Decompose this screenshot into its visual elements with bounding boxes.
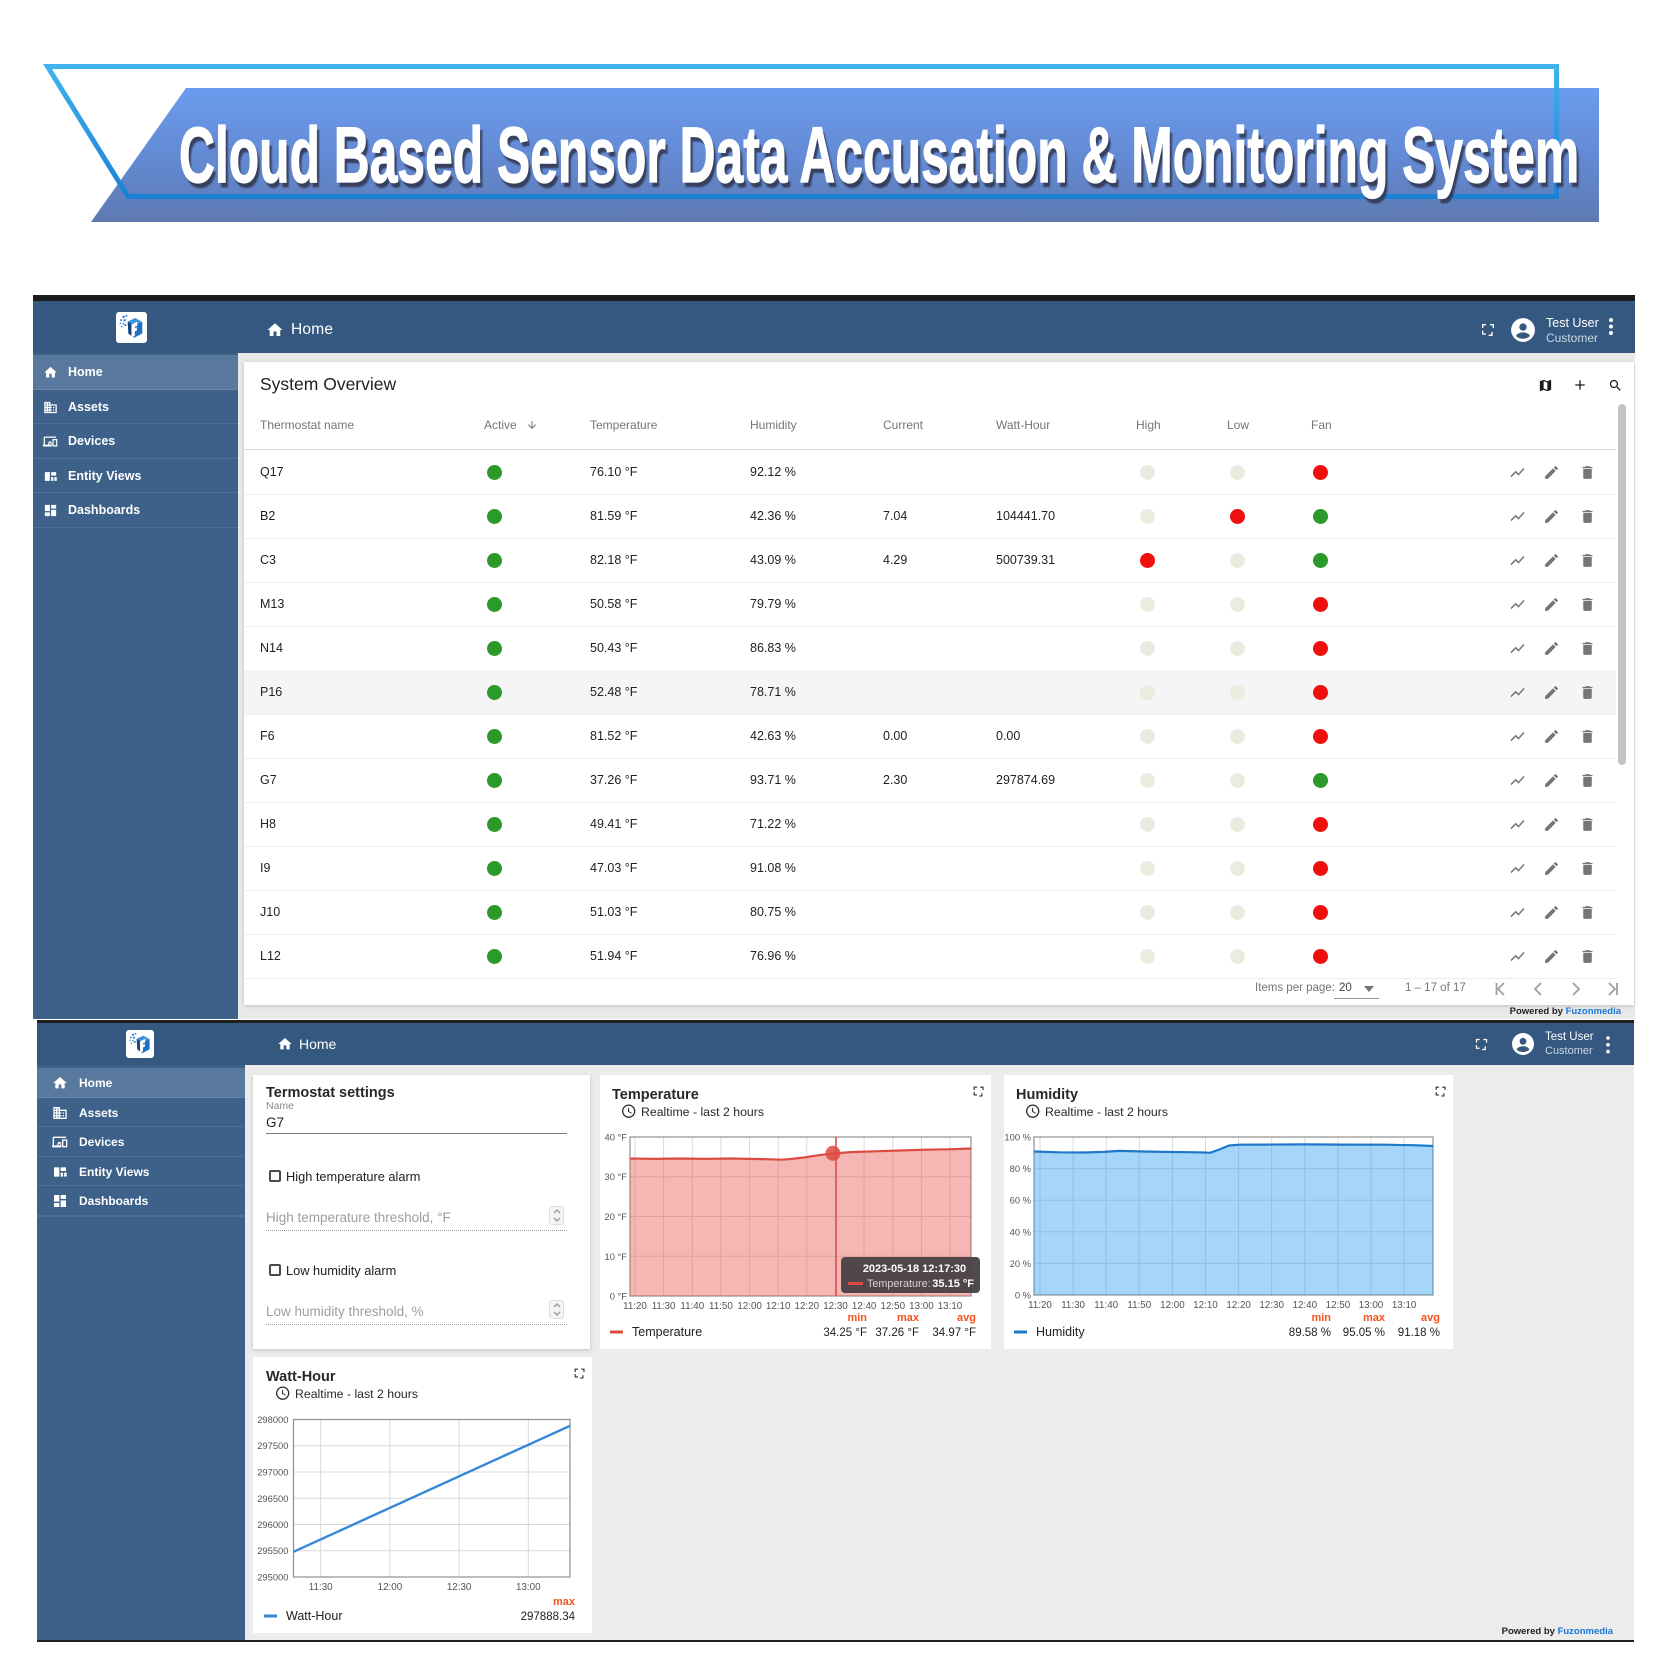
svg-text:34.97 °F: 34.97 °F xyxy=(932,1327,976,1339)
svg-text:11:40: 11:40 xyxy=(680,1301,704,1312)
svg-text:37.26 °F: 37.26 °F xyxy=(875,1327,919,1339)
svg-text:Realtime - last 2 hours: Realtime - last 2 hours xyxy=(1045,1105,1168,1119)
svg-text:12:00: 12:00 xyxy=(1160,1300,1185,1311)
svg-text:13:10: 13:10 xyxy=(938,1301,963,1312)
svg-text:12:20: 12:20 xyxy=(1226,1300,1251,1311)
svg-text:89.58 %: 89.58 % xyxy=(1289,1327,1331,1339)
svg-text:2023-05-18 12:17:30: 2023-05-18 12:17:30 xyxy=(863,1263,966,1275)
svg-text:295500: 295500 xyxy=(257,1545,288,1556)
svg-text:12:30: 12:30 xyxy=(823,1301,848,1312)
svg-text:max: max xyxy=(897,1312,920,1324)
svg-text:297500: 297500 xyxy=(257,1440,288,1451)
svg-text:296500: 296500 xyxy=(257,1493,288,1504)
svg-text:295000: 295000 xyxy=(257,1572,288,1583)
svg-text:Humidity: Humidity xyxy=(1016,1087,1078,1103)
svg-text:12:00: 12:00 xyxy=(378,1582,403,1593)
svg-text:Temperature: Temperature xyxy=(632,1325,702,1339)
svg-text:297000: 297000 xyxy=(257,1467,288,1478)
svg-text:13:10: 13:10 xyxy=(1392,1300,1417,1311)
svg-text:40 %: 40 % xyxy=(1010,1226,1031,1237)
svg-text:avg: avg xyxy=(957,1312,976,1324)
svg-text:min: min xyxy=(847,1312,867,1324)
svg-text:Watt-Hour: Watt-Hour xyxy=(266,1369,336,1385)
svg-text:60 %: 60 % xyxy=(1010,1195,1031,1206)
svg-text:298000: 298000 xyxy=(257,1414,288,1425)
svg-text:100 %: 100 % xyxy=(1004,1132,1031,1143)
svg-text:Realtime - last 2 hours: Realtime - last 2 hours xyxy=(295,1387,418,1401)
svg-text:0 %: 0 % xyxy=(1015,1290,1031,1301)
svg-text:10 °F: 10 °F xyxy=(604,1251,627,1262)
svg-text:min: min xyxy=(1311,1312,1331,1324)
svg-text:20 %: 20 % xyxy=(1010,1258,1031,1269)
svg-text:12:50: 12:50 xyxy=(1326,1300,1351,1311)
svg-text:12:30: 12:30 xyxy=(1259,1300,1284,1311)
svg-text:12:50: 12:50 xyxy=(881,1301,906,1312)
svg-text:11:20: 11:20 xyxy=(623,1301,647,1312)
svg-text:20 °F: 20 °F xyxy=(604,1211,627,1222)
svg-text:12:30: 12:30 xyxy=(447,1582,472,1593)
svg-text:34.25 °F: 34.25 °F xyxy=(823,1327,867,1339)
svg-text:13:00: 13:00 xyxy=(1359,1300,1384,1311)
svg-text:12:10: 12:10 xyxy=(766,1301,791,1312)
svg-text:12:10: 12:10 xyxy=(1193,1300,1218,1311)
svg-text:12:00: 12:00 xyxy=(737,1301,762,1312)
svg-text:11:30: 11:30 xyxy=(652,1301,676,1312)
svg-text:12:20: 12:20 xyxy=(795,1301,820,1312)
svg-text:11:20: 11:20 xyxy=(1028,1300,1052,1311)
svg-text:max: max xyxy=(553,1596,576,1608)
svg-text:max: max xyxy=(1363,1312,1386,1324)
svg-text:11:40: 11:40 xyxy=(1094,1300,1118,1311)
svg-text:Temperature:: Temperature: xyxy=(867,1278,931,1290)
svg-text:297888.34: 297888.34 xyxy=(521,1611,576,1623)
svg-text:296000: 296000 xyxy=(257,1519,288,1530)
svg-text:avg: avg xyxy=(1421,1312,1440,1324)
svg-text:Temperature: Temperature xyxy=(612,1087,699,1103)
svg-text:13:00: 13:00 xyxy=(516,1582,541,1593)
svg-text:91.18 %: 91.18 % xyxy=(1398,1327,1440,1339)
svg-text:13:00: 13:00 xyxy=(909,1301,934,1312)
svg-text:Humidity: Humidity xyxy=(1036,1325,1085,1339)
svg-text:11:50: 11:50 xyxy=(1127,1300,1151,1311)
svg-text:12:40: 12:40 xyxy=(1293,1300,1318,1311)
svg-text:0 °F: 0 °F xyxy=(610,1291,628,1302)
svg-text:40 °F: 40 °F xyxy=(604,1132,627,1143)
svg-text:95.05 %: 95.05 % xyxy=(1343,1327,1385,1339)
svg-text:80 %: 80 % xyxy=(1010,1163,1031,1174)
svg-text:12:40: 12:40 xyxy=(852,1301,877,1312)
svg-text:35.15 °F: 35.15 °F xyxy=(932,1278,974,1290)
svg-text:30 °F: 30 °F xyxy=(604,1171,627,1182)
svg-text:11:50: 11:50 xyxy=(709,1301,733,1312)
svg-text:11:30: 11:30 xyxy=(309,1582,333,1593)
svg-text:11:30: 11:30 xyxy=(1061,1300,1085,1311)
svg-text:Watt-Hour: Watt-Hour xyxy=(286,1609,343,1623)
svg-text:Realtime - last 2 hours: Realtime - last 2 hours xyxy=(641,1105,764,1119)
